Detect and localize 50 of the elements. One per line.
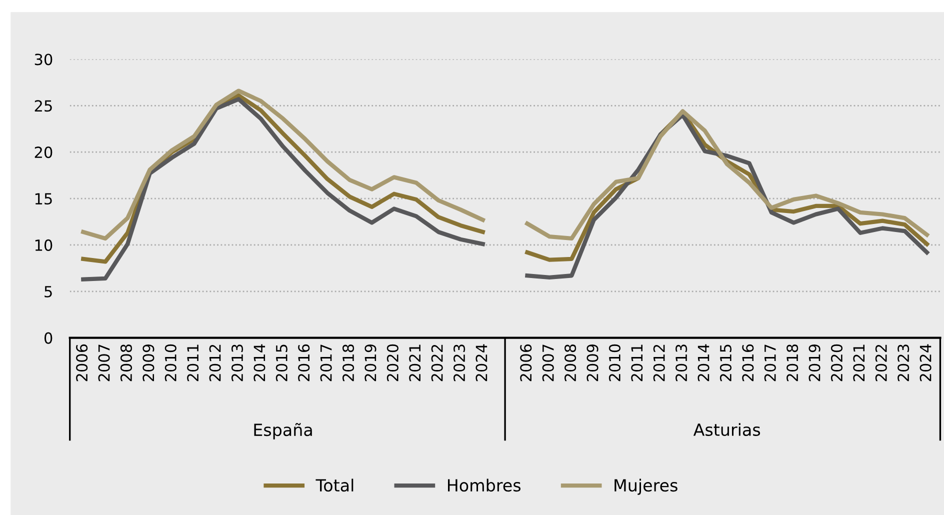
x-tick-label: 2006 bbox=[76, 344, 88, 382]
x-tick-label: 2017 bbox=[764, 344, 776, 382]
x-tick-label: 2007 bbox=[542, 344, 554, 382]
x-tick-label: 2024 bbox=[920, 344, 932, 382]
x-tick-label: 2022 bbox=[875, 344, 887, 382]
x-tick-label: 2012 bbox=[653, 344, 665, 382]
x-tick-label: 2023 bbox=[898, 344, 910, 382]
x-tick-label: 2010 bbox=[164, 344, 176, 382]
y-tick-label: 15 bbox=[35, 193, 52, 205]
x-tick-label: 2020 bbox=[386, 344, 398, 382]
x-tick-label: 2023 bbox=[454, 344, 466, 382]
x-tick-label: 2015 bbox=[276, 344, 288, 382]
x-tick-label: 2017 bbox=[320, 344, 332, 382]
x-tick-label: 2016 bbox=[298, 344, 310, 382]
x-tick-label: 2009 bbox=[586, 344, 598, 382]
x-tick-label: 2007 bbox=[98, 344, 110, 382]
x-tick-label: 2021 bbox=[853, 344, 865, 382]
x-tick-label: 2008 bbox=[120, 344, 132, 382]
x-tick-label: 2019 bbox=[364, 344, 376, 382]
x-tick-label: 2011 bbox=[631, 344, 643, 382]
x-tick-label: 2020 bbox=[830, 344, 843, 382]
legend-label: Mujeres bbox=[614, 478, 678, 495]
x-tick-label: 2014 bbox=[698, 344, 710, 382]
y-tick-label: 30 bbox=[34, 54, 52, 66]
x-tick-label: 2018 bbox=[786, 344, 798, 382]
x-tick-label: 2011 bbox=[187, 344, 199, 382]
x-tick-label: 2009 bbox=[142, 344, 154, 382]
legend-label: Hombres bbox=[448, 478, 521, 492]
x-tick-label: 2021 bbox=[409, 344, 421, 382]
x-tick-label: 2012 bbox=[209, 344, 221, 382]
x-tick-label: 2018 bbox=[342, 344, 354, 382]
x-tick-label: 2015 bbox=[720, 344, 732, 382]
x-tick-label: 2013 bbox=[231, 344, 244, 382]
y-tick-label: 0 bbox=[44, 332, 52, 344]
text: España bbox=[254, 422, 312, 440]
x-tick-label: 2022 bbox=[431, 344, 443, 382]
x-tick-label: 2006 bbox=[520, 344, 532, 382]
y-tick-label: 5 bbox=[44, 286, 52, 298]
legend-label: Total bbox=[316, 478, 354, 492]
y-tick-label: 10 bbox=[35, 239, 52, 251]
x-tick-label: 2016 bbox=[742, 344, 754, 382]
text: Asturias bbox=[693, 423, 760, 436]
x-tick-label: 2019 bbox=[808, 344, 820, 382]
x-tick-label: 2024 bbox=[476, 344, 488, 382]
x-tick-label: 2013 bbox=[676, 344, 688, 382]
y-tick-label: 20 bbox=[34, 146, 52, 158]
y-tick-label: 25 bbox=[34, 100, 52, 112]
x-tick-label: 2008 bbox=[564, 344, 576, 382]
x-tick-label: 2010 bbox=[608, 344, 620, 382]
x-tick-label: 2014 bbox=[254, 344, 266, 382]
